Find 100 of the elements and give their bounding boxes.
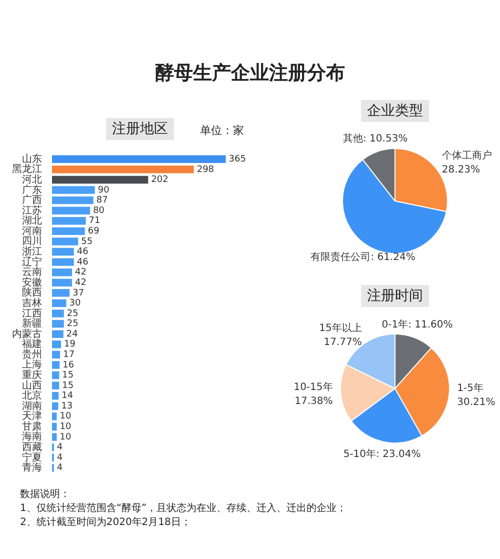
slice-label: 15年以上: [319, 322, 362, 334]
y-tick-label: 宁夏: [22, 451, 42, 464]
text: 数据说明：: [20, 488, 71, 502]
y-tick-label: 河南: [22, 224, 42, 237]
bar: [52, 248, 74, 256]
text: 2、统计截至时间为2020年2月18日；: [20, 516, 192, 530]
bar: [52, 206, 90, 214]
bar: [52, 166, 194, 174]
data-label: 25: [66, 308, 78, 319]
data-label: 28.23%: [442, 164, 480, 176]
y-tick-label: 云南: [22, 266, 42, 278]
data-label: 42: [74, 268, 86, 278]
data-label: 365: [228, 154, 246, 164]
y-tick-label: 吉林: [22, 296, 42, 309]
y-tick-label: 四川: [22, 235, 42, 248]
data-label: 10: [60, 412, 72, 422]
y-tick-label: 内蒙古: [12, 328, 42, 340]
bar: [52, 422, 57, 431]
data-label: 16: [62, 360, 74, 370]
y-tick-label: 甘肃: [22, 420, 42, 432]
y-tick-label: 江苏: [22, 204, 42, 216]
bar: [52, 382, 60, 390]
bar: [52, 402, 58, 410]
data-label: 17: [63, 350, 75, 360]
bar: [52, 155, 226, 164]
bar: [52, 217, 86, 225]
data-label: 30.21%: [457, 396, 496, 408]
data-label: 24: [66, 329, 78, 340]
bar: [52, 361, 60, 369]
bar: [52, 196, 94, 204]
slice-label: 1-5年: [457, 382, 484, 394]
bar: [52, 268, 72, 276]
data-label: 87: [96, 196, 108, 206]
slice-label: 0-1年: 11.60%: [382, 318, 453, 331]
y-tick-label: 辽宁: [22, 256, 42, 268]
data-label: 42: [74, 278, 86, 288]
y-tick-label: 河北: [22, 173, 42, 186]
y-tick-label: 黑龙江: [12, 163, 42, 176]
bar: [52, 310, 64, 318]
data-label: 90: [98, 185, 110, 196]
data-label: 46: [76, 247, 89, 258]
slice-label: 10-15年: [294, 380, 333, 393]
y-tick-label: 新疆: [22, 318, 42, 330]
bar: [52, 330, 64, 338]
y-tick-label: 北京: [22, 390, 42, 402]
bar: [52, 392, 59, 400]
data-label: 4: [56, 442, 63, 453]
bar: [52, 176, 148, 184]
bar: [52, 186, 95, 194]
y-tick-label: 上海: [22, 358, 42, 371]
y-tick-label: 浙江: [22, 246, 42, 258]
y-tick-label: 江西: [22, 307, 42, 320]
data-label: 14: [62, 391, 74, 402]
data-label: 80: [93, 206, 105, 216]
chart-title: 酵母生产企业注册分布: [154, 61, 346, 86]
data-label: 298: [196, 164, 214, 175]
bar: [52, 238, 78, 246]
bar: [52, 371, 60, 380]
chart-title: 企业类型: [361, 100, 429, 122]
bar: [52, 299, 66, 308]
data-label: 55: [81, 236, 93, 247]
y-tick-label: 广东: [22, 184, 42, 196]
data-label: 10: [60, 432, 72, 442]
y-tick-label: 贵州: [22, 348, 42, 360]
bar: [52, 320, 64, 328]
slice-label: 个体工商户: [442, 149, 492, 162]
data-label: 10: [60, 422, 72, 432]
y-tick-label: 陕西: [22, 286, 42, 299]
data-label: 15: [62, 370, 74, 381]
text: 1、仅统计经营范围含“酵母”，且状态为在业、存续、迁入、迁出的企业；: [20, 502, 347, 516]
data-label: 15: [62, 380, 74, 391]
bar: [52, 412, 57, 420]
data-label: 17.77%: [324, 337, 362, 348]
y-tick-label: 湖南: [22, 400, 42, 412]
bar: [52, 350, 60, 359]
bar: [52, 278, 72, 286]
y-tick-label: 重庆: [22, 368, 42, 381]
data-label: 30: [69, 298, 82, 309]
y-tick-label: 天津: [22, 410, 42, 422]
data-label: 4: [56, 452, 63, 463]
y-tick-label: 湖北: [22, 214, 42, 227]
bar: [52, 433, 57, 441]
bar: [52, 258, 74, 266]
slice-label: 有限责任公司: 61.24%: [310, 250, 416, 263]
data-label: 71: [88, 216, 100, 226]
chart-title: 注册时间: [361, 285, 429, 307]
bar: [52, 289, 70, 297]
data-label: 202: [151, 175, 168, 186]
y-tick-label: 西藏: [22, 441, 42, 454]
y-tick-label: 山东: [22, 152, 42, 165]
data-label: 17.38%: [294, 396, 333, 407]
data-label: 46: [76, 257, 89, 268]
y-tick-label: 青海: [22, 462, 42, 474]
data-label: 13: [61, 401, 73, 412]
y-tick-label: 福建: [22, 338, 42, 350]
slice-label: 5-10年: 23.04%: [343, 448, 421, 460]
data-label: 69: [88, 226, 100, 237]
y-tick-label: 山西: [22, 379, 42, 392]
data-label: 19: [64, 340, 76, 350]
slice-label: 其他: 10.53%: [343, 132, 408, 144]
